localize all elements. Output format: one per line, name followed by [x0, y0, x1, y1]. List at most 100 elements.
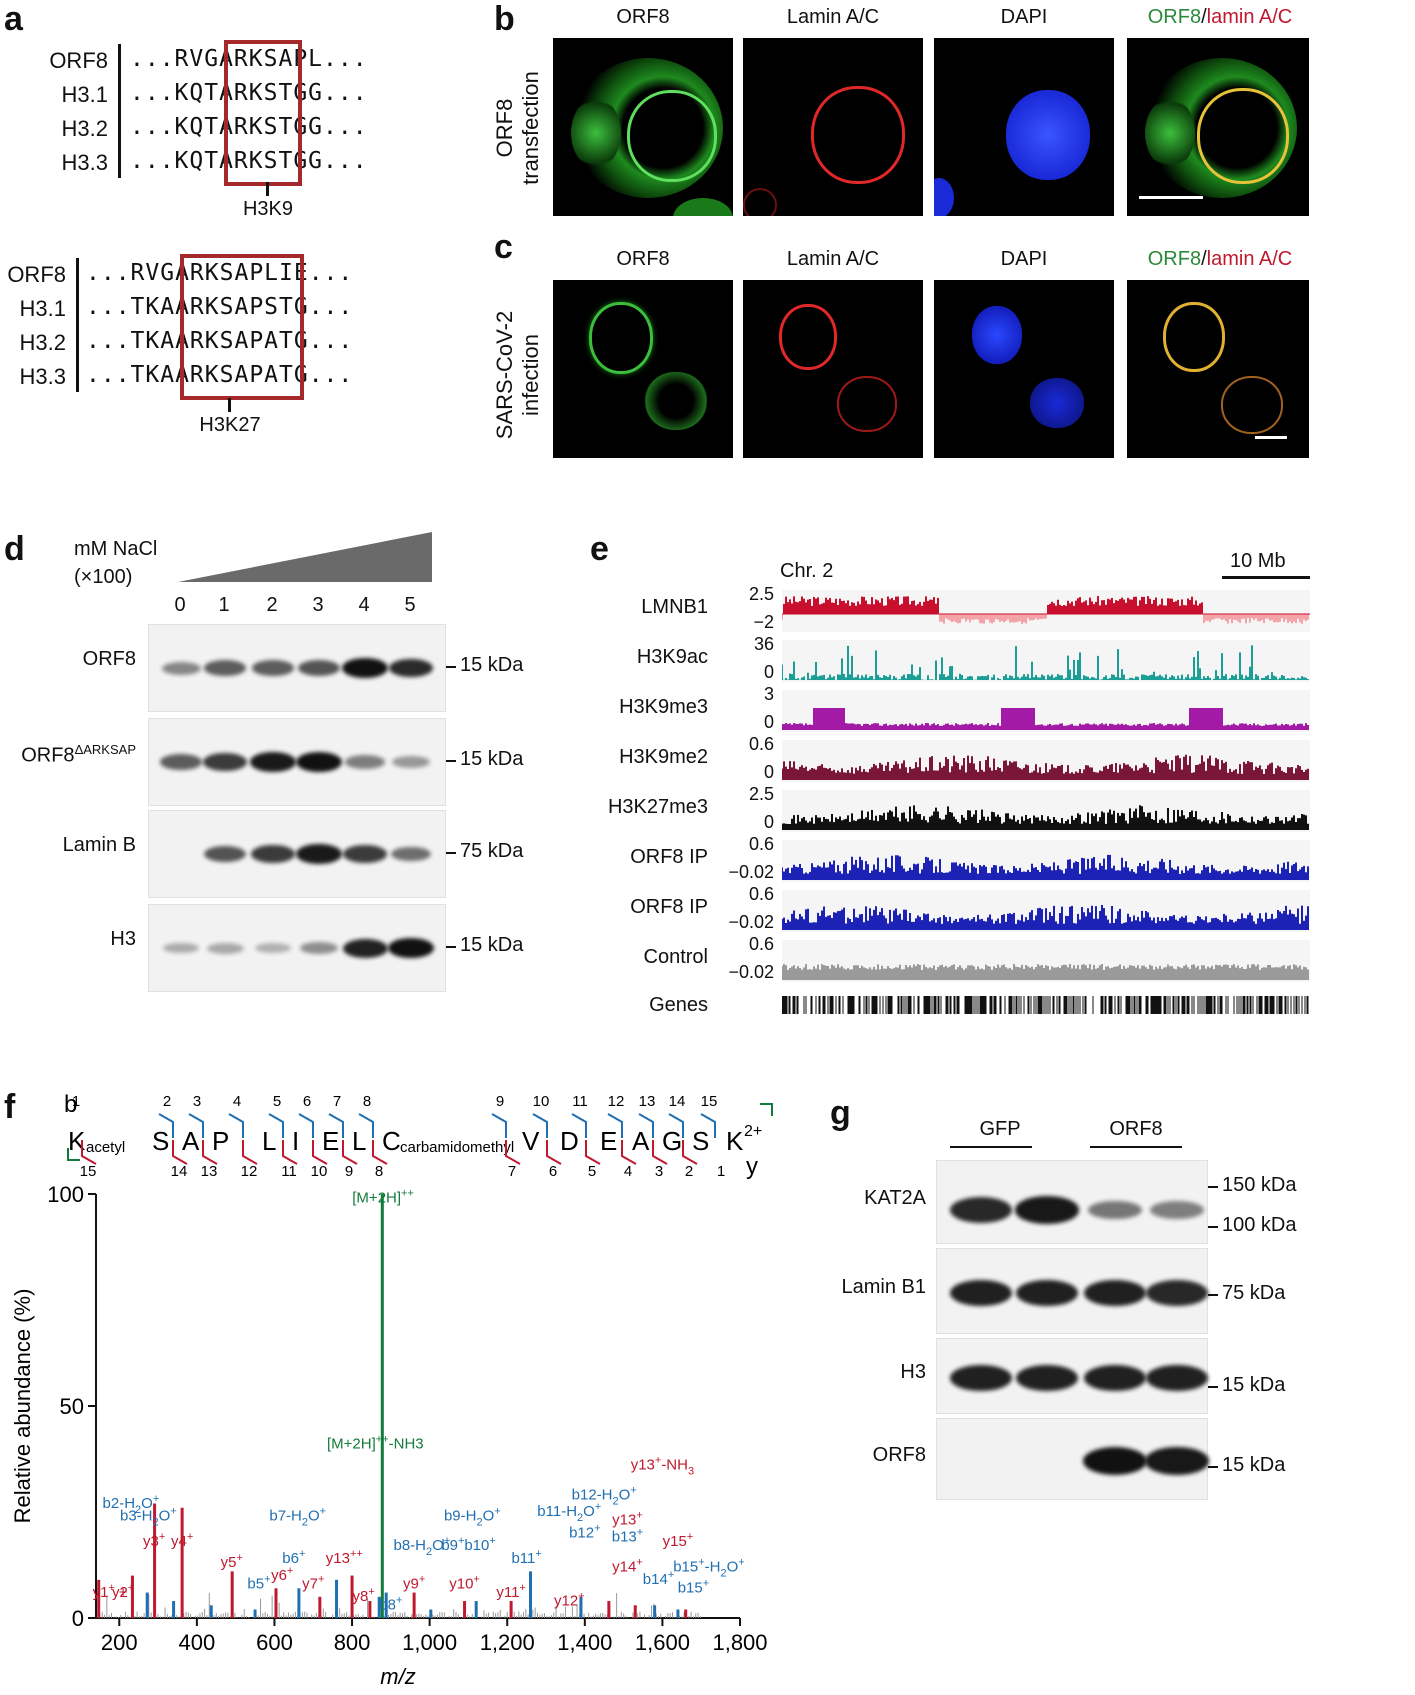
- track-ymax: 36: [753, 634, 774, 654]
- y-series-label: y: [746, 1153, 758, 1180]
- b-ion-number: 9: [496, 1093, 504, 1110]
- x-tick-label: 1,600: [635, 1630, 690, 1655]
- blot-band: [949, 1364, 1013, 1392]
- blot-band: [296, 844, 342, 864]
- track-label: LMNB1: [641, 596, 708, 618]
- y-cleavage-mark: [621, 1140, 637, 1165]
- col-title-merge: ORF8/lamin A/C: [1120, 248, 1320, 271]
- seq-text: ...TKAARKSAPSTG...: [86, 294, 354, 320]
- peak-annotation: y15+: [663, 1531, 694, 1550]
- peak-annotation: y2+: [112, 1582, 134, 1601]
- blot-band: [204, 846, 246, 862]
- blot-band: [252, 660, 294, 676]
- track-ymax: 2.5: [748, 584, 774, 604]
- b-cleavage-mark: [328, 1113, 344, 1138]
- size-tick: [446, 946, 456, 948]
- blot-band: [204, 660, 246, 676]
- blot-strip: [936, 1338, 1209, 1414]
- b-ion-number: 1: [72, 1093, 80, 1110]
- residue: V: [522, 1126, 540, 1156]
- micrograph-lamin-infection: [743, 280, 923, 458]
- track-label: ORF8 IP: [630, 846, 708, 868]
- y-ion-number: 8: [375, 1163, 383, 1180]
- peak-annotation: y14+: [612, 1556, 643, 1575]
- panel-label-e: e: [590, 530, 609, 568]
- residue: K: [68, 1126, 86, 1156]
- size-label: 15 kDa: [1222, 1374, 1286, 1396]
- b-ion-number: 7: [333, 1093, 341, 1110]
- blot-label: KAT2A: [864, 1187, 926, 1209]
- track-label: H3K9me2: [619, 746, 708, 768]
- peak-annotation: y10+: [449, 1573, 480, 1592]
- panel-b-row-label: ORF8 transfection: [492, 68, 552, 188]
- micrograph-dapi-transfection: [934, 38, 1114, 216]
- nacl-label: mM NaCl: [74, 538, 158, 560]
- micrograph-dapi-infection: [934, 280, 1114, 458]
- y-tick-label: 100: [47, 1182, 84, 1207]
- blot-label: ORF8: [82, 648, 136, 670]
- b-ion-number: 14: [669, 1093, 686, 1110]
- motif-box: [224, 40, 302, 186]
- lane-number: 0: [174, 594, 186, 616]
- peak-annotation: b12+: [569, 1522, 600, 1541]
- blot-strip: [148, 904, 446, 992]
- row-label-line: transfection: [518, 71, 543, 185]
- scale-bar: [1222, 576, 1310, 579]
- peak-annotation: y13+: [612, 1510, 643, 1529]
- b-ion-number: 6: [303, 1093, 311, 1110]
- blot-band: [950, 1197, 1012, 1223]
- charge-state: 2+: [744, 1123, 762, 1140]
- residue: S: [692, 1126, 709, 1156]
- blot-band: [1145, 1364, 1209, 1392]
- lane-number: 1: [218, 594, 230, 616]
- x-tick-label: 1,000: [402, 1630, 457, 1655]
- seq-text: ...TKAARKSAPATG...: [86, 362, 354, 388]
- size-tick: [446, 852, 456, 854]
- track-ymin: −0.02: [728, 912, 774, 932]
- track-ymax: 3: [763, 684, 774, 704]
- b-cleavage-mark: [298, 1113, 314, 1138]
- peak-annotation: b14+: [643, 1569, 674, 1588]
- blot-band: [345, 755, 385, 769]
- blot-strip: [936, 1160, 1208, 1244]
- seq-label: H3.1: [19, 296, 66, 321]
- peak-annotation: b7-H2O+: [269, 1505, 326, 1528]
- seq-label: ORF8: [7, 262, 66, 287]
- y-ion-number: 7: [508, 1163, 516, 1180]
- seq-text: ...RVGARKSAPLIE...: [86, 260, 354, 286]
- b-cleavage-mark: [700, 1113, 716, 1138]
- peak-annotation: y11+: [496, 1582, 526, 1601]
- residue: A: [632, 1126, 650, 1156]
- y-ion-number: 6: [549, 1163, 557, 1180]
- y-ion-number: 12: [241, 1163, 258, 1180]
- blot-band: [1146, 1280, 1208, 1306]
- site-label: H3K9: [242, 198, 294, 220]
- peak-annotation: y3+: [143, 1531, 165, 1550]
- b-cleavage-mark: [188, 1113, 204, 1138]
- peak-annotation: y8+: [353, 1586, 375, 1605]
- x-axis-label: m/z: [380, 1664, 415, 1689]
- micrograph-orf8-infection: [553, 280, 733, 458]
- panel-label-f: f: [4, 1088, 16, 1126]
- blot-strip: [936, 1418, 1209, 1500]
- size-tick: [1208, 1386, 1218, 1388]
- blot-band: [250, 752, 296, 772]
- blot-band: [203, 753, 247, 771]
- y-cleavage-mark: [81, 1140, 97, 1165]
- micrograph-lamin-transfection: [743, 38, 923, 216]
- b-cleavage-mark: [607, 1113, 623, 1138]
- blot-label: Lamin B1: [841, 1276, 927, 1298]
- size-label: 150 kDa: [1222, 1174, 1297, 1196]
- lane-number: 3: [312, 594, 324, 616]
- peak-annotation: [M+2H]++: [352, 1187, 414, 1206]
- b-ion-number: 5: [273, 1093, 281, 1110]
- seq-text: ...TKAARKSAPATG...: [86, 328, 354, 354]
- residue: I: [292, 1126, 299, 1156]
- x-tick-label: 600: [256, 1630, 293, 1655]
- col-title: DAPI: [1000, 248, 1048, 270]
- panel-label-c: c: [494, 228, 513, 266]
- b-series-label: b: [64, 1091, 77, 1118]
- blot-band: [1015, 1279, 1079, 1307]
- chromosome-label: Chr. 2: [780, 560, 834, 582]
